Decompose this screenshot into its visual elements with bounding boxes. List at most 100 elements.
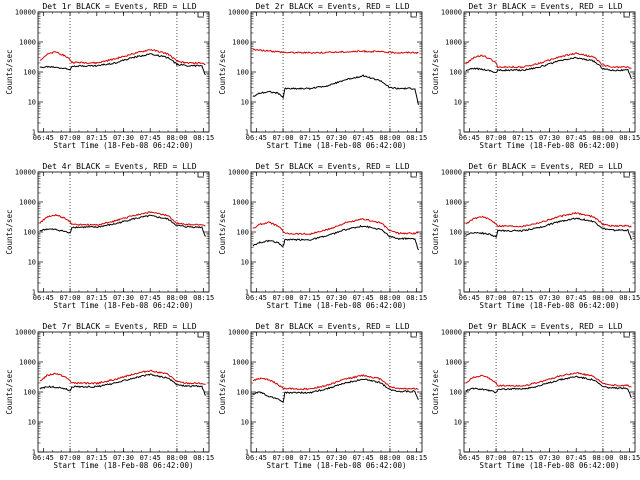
x-tick-label: 07:45 <box>140 134 161 142</box>
x-tick-label: 08:00 <box>592 294 613 302</box>
x-tick-label: 07:30 <box>539 134 560 142</box>
y-tick-label: 100 <box>449 69 462 77</box>
plot-frame <box>463 171 636 293</box>
y-tick-label: 10 <box>28 99 36 107</box>
y-tick-label: 1000 <box>445 199 462 207</box>
y-tick-label: 10 <box>241 99 249 107</box>
x-tick-label: 07:00 <box>486 134 507 142</box>
panel-det-1: Det 1r BLACK = Events, RED = LLD 1 10 100 10… <box>5 2 214 150</box>
y-tick-label: 1 <box>458 289 462 297</box>
x-tick-label: 07:30 <box>113 454 134 462</box>
panel-det-7: Det 7r BLACK = Events, RED = LLD 1 10 100 10… <box>5 322 214 470</box>
series-lld-line <box>465 52 632 70</box>
series-events-line <box>39 214 206 237</box>
panel-title: Det 3r BLACK = Events, RED = LLD <box>468 2 622 11</box>
x-tick-label: 08:15 <box>406 454 427 462</box>
panel-det-5: Det 5r BLACK = Events, RED = LLD 1 10 100 10… <box>218 162 427 310</box>
x-tick-label: 07:00 <box>486 454 507 462</box>
x-tick-label: 07:00 <box>60 134 81 142</box>
series-lld-line <box>252 373 419 391</box>
y-tick-label: 1 <box>245 129 249 137</box>
time-bracket <box>197 12 204 18</box>
y-tick-label: 1 <box>32 129 36 137</box>
panel-title: Det 8r BLACK = Events, RED = LLD <box>255 322 409 331</box>
y-axis-label: Counts/sec <box>5 369 14 414</box>
panel-title: Det 9r BLACK = Events, RED = LLD <box>468 322 622 331</box>
y-tick-label: 100 <box>236 69 249 77</box>
x-tick-label: 07:15 <box>86 294 107 302</box>
x-tick-label: 06:45 <box>33 454 54 462</box>
plot-frame <box>463 331 636 453</box>
y-tick-label: 1000 <box>232 199 249 207</box>
plot-frame <box>463 11 636 133</box>
x-tick-label: 07:30 <box>113 134 134 142</box>
y-tick-label: 10000 <box>228 9 249 17</box>
x-tick-label: 07:30 <box>539 294 560 302</box>
x-tick-label: 08:15 <box>193 454 214 462</box>
series-events-line <box>465 56 632 79</box>
x-tick-label: 08:15 <box>619 454 640 462</box>
y-tick-label: 10000 <box>228 169 249 177</box>
x-axis-label: Start Time (18-Feb-08 06:42:00) <box>54 141 194 150</box>
panel-title: Det 2r BLACK = Events, RED = LLD <box>255 2 409 11</box>
y-tick-label: 100 <box>23 69 36 77</box>
x-tick-label: 06:45 <box>246 134 267 142</box>
panel-det-9: Det 9r BLACK = Events, RED = LLD 1 10 100 10… <box>431 322 640 470</box>
x-axis-label: Start Time (18-Feb-08 06:42:00) <box>267 301 407 310</box>
panel-title: Det 6r BLACK = Events, RED = LLD <box>468 162 622 171</box>
x-tick-label: 08:15 <box>619 134 640 142</box>
y-axis-label: Counts/sec <box>431 369 440 414</box>
panel-det-8: Det 8r BLACK = Events, RED = LLD 1 10 100 10… <box>218 322 427 470</box>
x-tick-label: 07:15 <box>299 294 320 302</box>
panel-det-6: Det 6r BLACK = Events, RED = LLD 1 10 100 10… <box>431 162 640 310</box>
series-events-line <box>252 378 419 404</box>
x-tick-label: 08:15 <box>406 294 427 302</box>
panel-title: Det 5r BLACK = Events, RED = LLD <box>255 162 409 171</box>
x-tick-label: 08:00 <box>379 134 400 142</box>
x-tick-label: 06:45 <box>33 134 54 142</box>
y-tick-label: 1000 <box>19 199 36 207</box>
x-tick-label: 08:00 <box>379 454 400 462</box>
x-tick-label: 07:15 <box>512 134 533 142</box>
y-tick-label: 1000 <box>445 359 462 367</box>
y-axis-label: Counts/sec <box>218 209 227 254</box>
y-tick-label: 10 <box>454 259 462 267</box>
series-lld-line <box>252 48 419 55</box>
x-tick-label: 06:45 <box>246 294 267 302</box>
series-lld-line <box>252 218 419 236</box>
plot-frame <box>37 171 210 293</box>
series-events-line <box>465 375 632 398</box>
x-tick-label: 07:00 <box>273 454 294 462</box>
x-tick-label: 06:45 <box>459 454 480 462</box>
x-tick-label: 08:15 <box>619 294 640 302</box>
x-tick-label: 08:00 <box>592 454 613 462</box>
y-tick-label: 1000 <box>445 39 462 47</box>
panel-title: Det 1r BLACK = Events, RED = LLD <box>42 2 196 11</box>
y-tick-label: 10000 <box>15 169 36 177</box>
y-tick-label: 10000 <box>441 9 462 17</box>
y-axis-label: Counts/sec <box>431 209 440 254</box>
series-lld-line <box>39 211 206 227</box>
time-bracket <box>623 172 630 178</box>
x-tick-label: 06:45 <box>246 454 267 462</box>
series-events-line <box>39 53 206 76</box>
panel-det-2: Det 2r BLACK = Events, RED = LLD 1 10 100 10… <box>218 2 427 150</box>
x-tick-label: 07:45 <box>140 454 161 462</box>
x-tick-label: 07:30 <box>326 134 347 142</box>
x-axis-label: Start Time (18-Feb-08 06:42:00) <box>267 141 407 150</box>
y-tick-label: 10000 <box>15 329 36 337</box>
plot-frame <box>37 331 210 453</box>
y-tick-label: 10000 <box>15 9 36 17</box>
y-tick-label: 100 <box>236 229 249 237</box>
x-axis-label: Start Time (18-Feb-08 06:42:00) <box>480 461 620 470</box>
y-tick-label: 1 <box>458 129 462 137</box>
time-bracket <box>197 332 204 338</box>
series-events-line <box>252 74 419 105</box>
x-tick-label: 08:00 <box>592 134 613 142</box>
y-tick-label: 10 <box>454 99 462 107</box>
y-axis-label: Counts/sec <box>218 49 227 94</box>
plot-frame <box>37 11 210 133</box>
x-tick-label: 08:00 <box>379 294 400 302</box>
plot-frame <box>250 331 423 453</box>
y-axis-label: Counts/sec <box>5 49 14 94</box>
